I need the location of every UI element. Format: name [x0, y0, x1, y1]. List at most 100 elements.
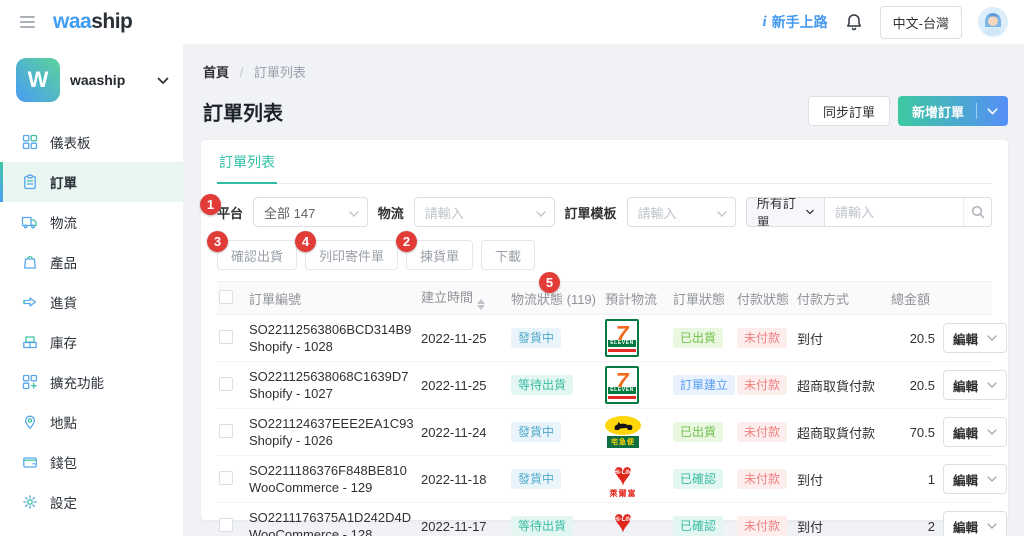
chevron-down-icon: [806, 209, 814, 215]
edit-button[interactable]: 編輯: [943, 511, 1007, 536]
step-badge-2: 2: [396, 231, 418, 252]
edit-button[interactable]: 編輯: [943, 417, 1007, 447]
onboarding-link[interactable]: i 新手上路: [762, 12, 827, 32]
chevron-down-icon[interactable]: [976, 103, 1008, 119]
page-title: 訂單列表: [203, 102, 283, 125]
sidebar-item-label: 設定: [50, 496, 77, 511]
order-status-badge: 已確認: [673, 516, 724, 536]
language-button[interactable]: 中文-台灣: [879, 5, 962, 39]
select-all-checkbox[interactable]: [219, 289, 233, 304]
order-scope-dropdown[interactable]: 所有訂單: [746, 198, 825, 226]
inventory-icon: [21, 334, 38, 351]
takkyubin-logo: 宅急便: [605, 416, 641, 448]
sync-orders-button[interactable]: 同步訂單: [807, 96, 890, 126]
logistics-filter-label: 物流: [377, 205, 404, 221]
breadcrumb-home[interactable]: 首頁: [203, 65, 230, 80]
header-order-no: 訂單編號: [249, 291, 302, 307]
order-source: WooCommerce - 129: [249, 480, 373, 495]
search-button[interactable]: [963, 198, 991, 226]
search-input[interactable]: [825, 198, 963, 226]
sort-icon[interactable]: [477, 298, 486, 310]
breadcrumb-current: 訂單列表: [253, 65, 306, 80]
template-filter-label: 訂單模板: [564, 205, 617, 221]
bulk-actions-row: 3 確認出貨 4 列印寄件單 2 揀貨單 下載: [207, 231, 992, 270]
logistics-status-badge: 等待出貨: [511, 375, 574, 395]
edit-button[interactable]: 編輯: [943, 323, 1007, 353]
dashboard-icon: [21, 134, 38, 151]
orders-icon: [21, 174, 38, 191]
chevron-down-icon: [349, 205, 359, 220]
order-source: WooCommerce - 128: [249, 527, 373, 536]
info-icon: i: [762, 13, 767, 30]
header-total: 總金額: [891, 291, 931, 307]
chevron-down-icon: [987, 335, 997, 341]
header-created: 建立時間: [421, 287, 511, 310]
header-order-status: 訂單狀態: [673, 291, 726, 307]
logistics-select-placeholder: 請輸入: [424, 205, 464, 221]
order-status-badge: 已出貨: [673, 422, 724, 442]
hilife-logo: ♥Hi-Life 萊爾富: [605, 458, 641, 498]
order-list-card: 訂單列表 1 平台 全部 147 物流 請輸入 訂單模板: [200, 140, 1008, 536]
order-total: 70.5: [909, 424, 935, 440]
print-shipping-label-button[interactable]: 4 列印寄件單: [295, 231, 399, 270]
platform-select[interactable]: 全部 147: [253, 197, 368, 227]
picking-list-button[interactable]: 2 揀貨單: [396, 231, 474, 270]
tab-order-list[interactable]: 訂單列表: [217, 140, 277, 184]
user-avatar[interactable]: [978, 7, 1008, 37]
download-button[interactable]: 下載: [481, 240, 536, 270]
sidebar-item-settings[interactable]: 設定: [0, 482, 183, 522]
carrier-logo: 7 ELEVEN 宅急便 ♥Hi-Life 萊爾富: [605, 366, 673, 404]
sidebar-item-label: 儀表板: [50, 136, 91, 151]
sidebar-item-locations[interactable]: 地點: [0, 402, 183, 442]
order-total: 20.5: [909, 377, 935, 393]
confirm-shipment-button[interactable]: 3 確認出貨: [207, 231, 298, 270]
app-logo[interactable]: waaship: [53, 10, 133, 34]
header-payment-status: 付款狀態: [737, 291, 790, 307]
sidebar-item-dashboard[interactable]: 儀表板: [0, 122, 183, 162]
workspace-selector[interactable]: W waaship: [0, 44, 183, 118]
sidebar-item-inventory[interactable]: 庫存: [0, 322, 183, 362]
logistics-select[interactable]: 請輸入: [413, 197, 555, 227]
order-status-badge: 已確認: [673, 469, 724, 489]
sidebar-item-orders[interactable]: 訂單: [0, 162, 183, 202]
products-bag-icon: [21, 254, 38, 271]
order-number: SO2211186376F848BE810: [249, 463, 407, 478]
sidebar-item-logistics[interactable]: 物流: [0, 202, 183, 242]
order-created-date: 2022-11-24: [421, 424, 487, 440]
edit-button[interactable]: 編輯: [943, 464, 1007, 494]
seven-eleven-logo: 7 ELEVEN: [605, 366, 639, 404]
sidebar-menu: 儀表板 訂單 物流 產品 進貨 庫存: [0, 122, 183, 522]
sidebar-item-wallet[interactable]: 錢包: [0, 442, 183, 482]
create-order-button[interactable]: 新增訂單: [897, 96, 1008, 126]
platform-filter-label: 1 平台: [200, 193, 243, 222]
location-pin-icon: [21, 414, 38, 431]
order-number: SO221124637EEE2EA1C93: [249, 416, 414, 431]
chevron-down-icon: [987, 429, 997, 435]
row-checkbox[interactable]: [219, 329, 233, 344]
sidebar-item-label: 訂單: [50, 176, 77, 191]
step-badge-3: 3: [207, 231, 228, 252]
menu-toggle-icon[interactable]: [16, 12, 39, 32]
order-created-date: 2022-11-18: [421, 471, 487, 487]
template-select[interactable]: 請輸入: [626, 197, 736, 227]
hilife-logo: ♥Hi-Life 萊爾富: [605, 505, 641, 536]
order-number: SO221125638068C1639D7: [249, 369, 409, 384]
sidebar-item-label: 產品: [50, 256, 77, 271]
edit-button[interactable]: 編輯: [943, 370, 1007, 400]
sidebar-item-extensions[interactable]: 擴充功能: [0, 362, 183, 402]
breadcrumb: 首頁 / 訂單列表: [203, 62, 1008, 81]
row-checkbox[interactable]: [219, 423, 233, 438]
order-total: 20.5: [909, 330, 935, 346]
row-checkbox[interactable]: [219, 517, 233, 532]
notifications-bell-icon[interactable]: [844, 12, 864, 32]
row-checkbox[interactable]: [219, 470, 233, 485]
order-total: 1: [927, 471, 935, 487]
orders-table: 訂單編號 建立時間 5 物流狀態 (119) 預計物流 訂單狀態 付款狀態 付款…: [217, 271, 1007, 536]
extensions-icon: [21, 374, 38, 391]
row-checkbox[interactable]: [219, 376, 233, 391]
sidebar-item-inbound[interactable]: 進貨: [0, 282, 183, 322]
sidebar-item-products[interactable]: 產品: [0, 242, 183, 282]
carrier-logo: 7 ELEVEN 宅急便 ♥Hi-Life 萊爾富: [605, 505, 673, 536]
onboarding-label: 新手上路: [771, 14, 828, 30]
logo-part-ship: ship: [91, 10, 133, 33]
